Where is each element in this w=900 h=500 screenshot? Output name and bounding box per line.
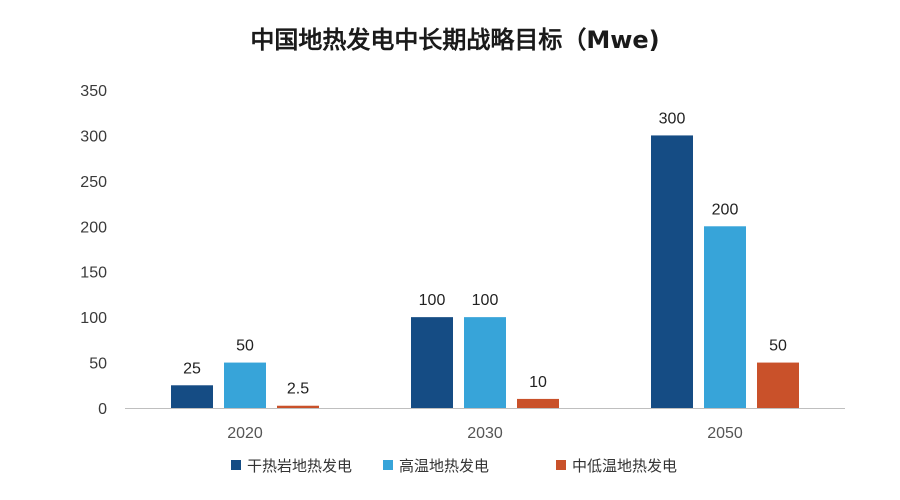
- data-label: 10: [529, 374, 547, 391]
- legend-label: 中低温地热发电: [572, 457, 677, 475]
- legend-swatch: [383, 460, 393, 470]
- legend-item: 中低温地热发电: [556, 457, 677, 475]
- x-tick-label: 2050: [707, 425, 743, 442]
- y-tick-label: 200: [80, 219, 107, 236]
- y-tick-label: 100: [80, 310, 107, 327]
- bar: [757, 362, 799, 408]
- legend-swatch: [556, 460, 566, 470]
- legend-item: 高温地热发电: [383, 457, 489, 475]
- legend-label: 高温地热发电: [399, 457, 489, 475]
- data-label-group: 25 50 2.5 100 100 10 300 200 50: [183, 110, 787, 397]
- x-tick-label: 2030: [467, 425, 503, 442]
- data-label: 50: [769, 338, 787, 355]
- data-label: 100: [419, 292, 446, 309]
- y-tick-label: 0: [98, 401, 107, 418]
- y-tick-label: 250: [80, 174, 107, 191]
- bar: [651, 135, 693, 408]
- x-axis: 2020 2030 2050: [227, 425, 743, 442]
- y-axis: 0 50 100 150 200 250 300 350: [80, 83, 107, 418]
- bar: [704, 226, 746, 408]
- bar: [277, 405, 319, 408]
- data-label: 200: [712, 201, 739, 218]
- bar: [171, 385, 213, 408]
- data-label: 100: [472, 292, 499, 309]
- bar: [464, 317, 506, 408]
- y-tick-label: 350: [80, 83, 107, 100]
- y-tick-label: 50: [89, 356, 107, 373]
- y-tick-label: 150: [80, 265, 107, 282]
- legend: 干热岩地热发电 高温地热发电 中低温地热发电: [231, 457, 677, 475]
- data-label: 300: [659, 110, 686, 127]
- data-label: 50: [236, 338, 254, 355]
- y-tick-label: 300: [80, 128, 107, 145]
- chart-title: 中国地热发电中长期战略目标（Mwe): [250, 26, 659, 54]
- data-label: 25: [183, 360, 201, 377]
- legend-item: 干热岩地热发电: [231, 457, 352, 475]
- bar-group: [171, 135, 799, 408]
- data-label: 2.5: [287, 381, 309, 398]
- x-tick-label: 2020: [227, 425, 263, 442]
- legend-label: 干热岩地热发电: [247, 457, 352, 475]
- bar: [411, 317, 453, 408]
- bar: [517, 398, 559, 408]
- bar: [224, 362, 266, 408]
- legend-swatch: [231, 460, 241, 470]
